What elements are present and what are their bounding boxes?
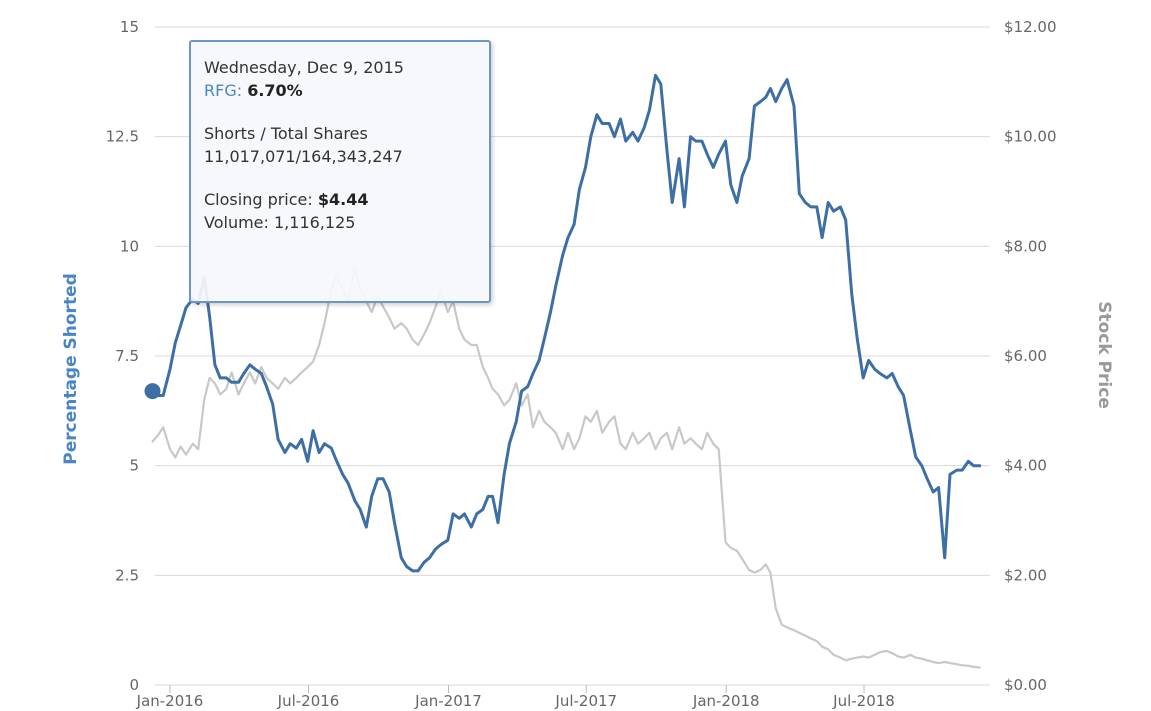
tooltip-volume-row: Volume: 1,116,125 [204,211,477,234]
y-tick-label-right: $0.00 [1004,676,1047,694]
y-tick-label-right: $10.00 [1004,128,1057,146]
x-tick-label: Jan-2017 [414,692,482,710]
tooltip-ticker-row: RFG: 6.70% [204,79,477,102]
x-tick-label: Jan-2018 [692,692,760,710]
hover-marker [144,383,161,400]
tooltip-volume-value: 1,116,125 [274,213,356,232]
tooltip-price-value: $4.44 [317,190,369,209]
tooltip-shares-value: 11,017,071/164,343,247 [204,147,403,166]
tooltip-ticker: RFG: [204,81,243,100]
x-tick-label: Jul-2017 [554,692,617,710]
tooltip-date: Wednesday, Dec 9, 2015 [204,58,404,77]
right-axis-ticks: $12.00 $10.00 $8.00 $6.00 $4.00 $2.00 $0.00 [1004,18,1057,694]
y-tick-label-left: 12.5 [106,128,139,146]
y-tick-label-left: 10 [120,237,139,255]
x-tick-label: Jul-2018 [832,692,895,710]
y-tick-label-left: 2.5 [115,566,139,584]
tooltip-price-row: Closing price: $4.44 [204,188,477,211]
tooltip-volume-label: Volume: [204,213,269,232]
y-axis-right-title: Stock Price [1094,301,1114,409]
left-axis-ticks: 15 12.5 10 7.5 5 2.5 0 [106,18,139,694]
y-axis-left-title: Percentage Shorted [61,273,81,465]
tooltip-percent: 6.70% [247,81,303,100]
tooltip-price-label: Closing price: [204,190,313,209]
stock-price-line[interactable] [151,267,981,669]
y-tick-label-right: $2.00 [1004,566,1047,584]
y-tick-label-right: $12.00 [1004,18,1057,36]
hover-marker-layer [144,383,161,400]
y-tick-label-left: 7.5 [115,347,139,365]
x-tick-label: Jul-2016 [277,692,340,710]
tooltip-shares-label: Shorts / Total Shares [204,124,368,143]
percentage-shorted-line[interactable] [151,73,982,573]
hover-tooltip: Wednesday, Dec 9, 2015 RFG: 6.70% Shorts… [189,40,491,303]
y-tick-label-right: $4.00 [1004,457,1047,475]
series-lines[interactable] [151,73,982,669]
x-axis-ticks: Jan-2016 Jul-2016 Jan-2017 Jul-2017 Jan-2018… [136,685,895,710]
x-tick-label: Jan-2016 [136,692,204,710]
y-tick-label-left: 5 [129,457,139,475]
y-tick-label-left: 15 [120,18,139,36]
y-tick-label-right: $6.00 [1004,347,1047,365]
y-tick-label-left: 0 [129,676,139,694]
y-tick-label-right: $8.00 [1004,237,1047,255]
